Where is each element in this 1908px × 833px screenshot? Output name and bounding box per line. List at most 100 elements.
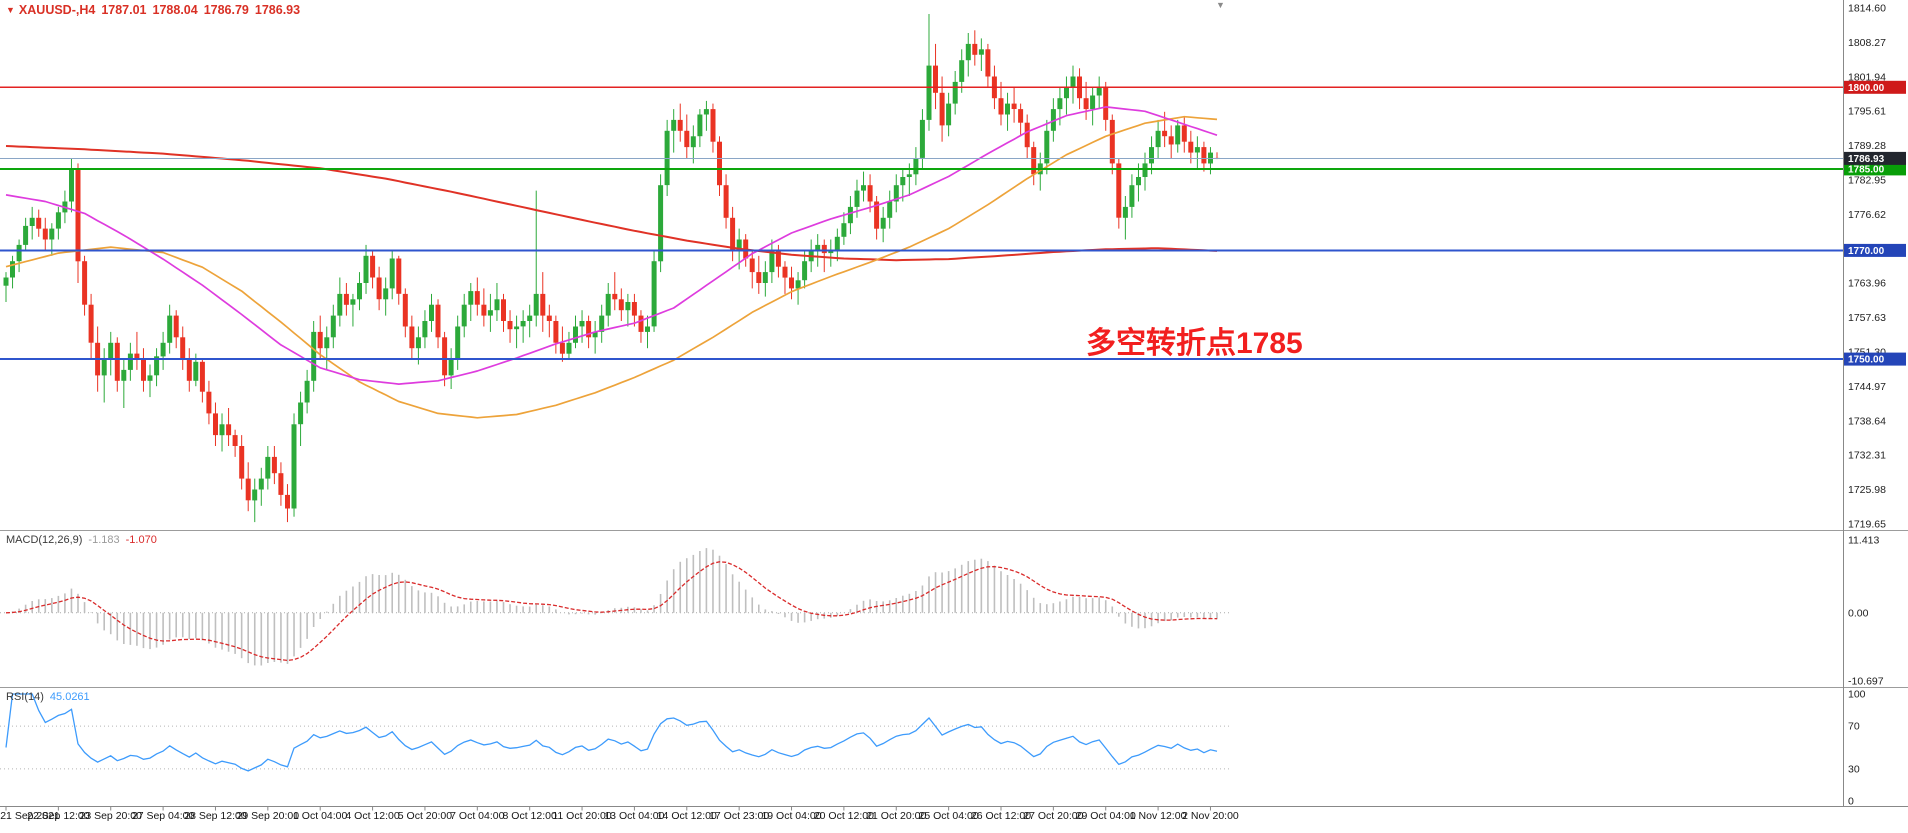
- price-scale-label: 1808.27: [1848, 37, 1886, 49]
- ohlc-low: 1786.79: [203, 3, 249, 17]
- candle-body: [507, 321, 513, 330]
- rsi-scale-label: 30: [1848, 763, 1860, 775]
- price-scale-label: 1801.94: [1848, 71, 1886, 83]
- candle-body: [82, 261, 88, 305]
- time-label: 27 Oct 20:00: [1023, 810, 1084, 822]
- candle-body: [756, 272, 762, 283]
- price-scale-label: 1757.63: [1848, 312, 1886, 324]
- one-click-trading-toggle[interactable]: ▼: [6, 5, 15, 15]
- candle-body: [1194, 147, 1200, 153]
- candle-body: [226, 424, 232, 436]
- candle-body: [108, 342, 114, 360]
- price-tag-1750.00: [1844, 352, 1906, 366]
- candle-body: [1103, 87, 1109, 120]
- candle-body: [232, 435, 238, 446]
- candle-body: [1070, 76, 1076, 88]
- candle-body: [271, 456, 277, 474]
- price-scale-label: 1732.31: [1848, 450, 1886, 462]
- chart-annotation[interactable]: 多空转折点1785: [1086, 327, 1303, 360]
- candle-body: [1201, 147, 1207, 164]
- main-chart-panel[interactable]: [0, 14, 1843, 523]
- candle-body: [540, 293, 546, 316]
- candle-body: [834, 236, 840, 251]
- candle-body: [730, 217, 736, 251]
- candle-body: [415, 337, 421, 349]
- price-scale-label: 1814.60: [1848, 3, 1886, 15]
- time-label: 26 Oct 12:00: [970, 810, 1032, 822]
- candle-body: [409, 326, 415, 349]
- candle-body: [173, 315, 179, 338]
- candle-body: [703, 109, 709, 115]
- ohlc-high: 1788.04: [152, 3, 198, 17]
- candle-body: [141, 359, 146, 381]
- candles: [3, 14, 1220, 523]
- time-label: 11 Oct 20:00: [552, 810, 612, 822]
- candle-body: [363, 255, 369, 283]
- candle-body: [167, 315, 173, 343]
- candle-body: [1044, 130, 1050, 164]
- candle-body: [219, 424, 225, 436]
- candle-body: [252, 489, 258, 501]
- candle-body: [775, 250, 781, 267]
- candle-body: [180, 337, 186, 359]
- price-scale-label: 1738.64: [1848, 415, 1886, 427]
- candle-body: [88, 304, 94, 343]
- candle-body: [913, 158, 919, 175]
- candle-body: [815, 244, 821, 251]
- candle-body: [1109, 119, 1115, 164]
- candle-body: [304, 380, 310, 403]
- time-label: 25 Oct 04:00: [918, 810, 979, 822]
- candle-body: [880, 217, 886, 229]
- candle-body: [671, 119, 677, 131]
- price-scale-label: 1795.61: [1848, 106, 1886, 118]
- candle-body: [690, 136, 696, 148]
- time-label: 21 Oct 20:00: [866, 810, 927, 822]
- candle-body: [1129, 185, 1135, 207]
- candle-body: [193, 361, 199, 381]
- candle-body: [285, 494, 290, 509]
- price-axis[interactable]: [1843, 0, 1908, 806]
- candle-body: [592, 331, 598, 338]
- candle-body: [487, 310, 493, 316]
- candle-body: [1162, 130, 1168, 137]
- macd-panel[interactable]: [0, 548, 1232, 666]
- rsi-scale-label: 0: [1848, 796, 1854, 808]
- rsi-panel[interactable]: [0, 693, 1232, 772]
- candle-body: [1090, 95, 1096, 110]
- candle-body: [389, 258, 395, 289]
- candle-body: [828, 250, 834, 254]
- time-label: 14 Oct 12:00: [656, 810, 717, 822]
- candle-body: [29, 217, 35, 226]
- candle-body: [1142, 163, 1148, 177]
- candle-body: [527, 315, 533, 321]
- price-tag-1785.00: [1844, 162, 1906, 176]
- ohlc-close: 1786.93: [254, 3, 301, 17]
- candle-body: [343, 293, 349, 305]
- candle-body: [599, 315, 605, 332]
- time-label: 8 Oct 12:00: [502, 810, 557, 822]
- rsi-value: 45.0261: [49, 691, 90, 703]
- candle-body: [625, 302, 631, 311]
- candle-body: [559, 342, 565, 354]
- time-label: 17 Oct 23:00: [709, 810, 770, 822]
- time-axis[interactable]: 21 Sep 2021 22 Sep 12:00 23 Sep 20:00 27 Se…: [0, 808, 1843, 833]
- candle-body: [199, 361, 205, 392]
- candle-body: [337, 293, 343, 316]
- candle-body: [710, 109, 716, 142]
- price-scale-label: 1782.95: [1848, 175, 1886, 187]
- candle-body: [474, 291, 480, 305]
- candle-body: [154, 356, 160, 376]
- time-label: 2 Nov 20:00: [1182, 810, 1239, 822]
- candle-body: [429, 304, 434, 321]
- candle-body: [1005, 103, 1010, 115]
- candle-body: [69, 168, 74, 202]
- candle-body: [874, 201, 880, 229]
- candle-body: [553, 321, 559, 343]
- candle-body: [736, 239, 742, 251]
- candle-body: [36, 217, 42, 229]
- candle-body: [1031, 147, 1037, 175]
- candle-body: [245, 478, 251, 501]
- candle-body: [919, 119, 925, 158]
- time-label: 13 Oct 04:00: [604, 810, 665, 822]
